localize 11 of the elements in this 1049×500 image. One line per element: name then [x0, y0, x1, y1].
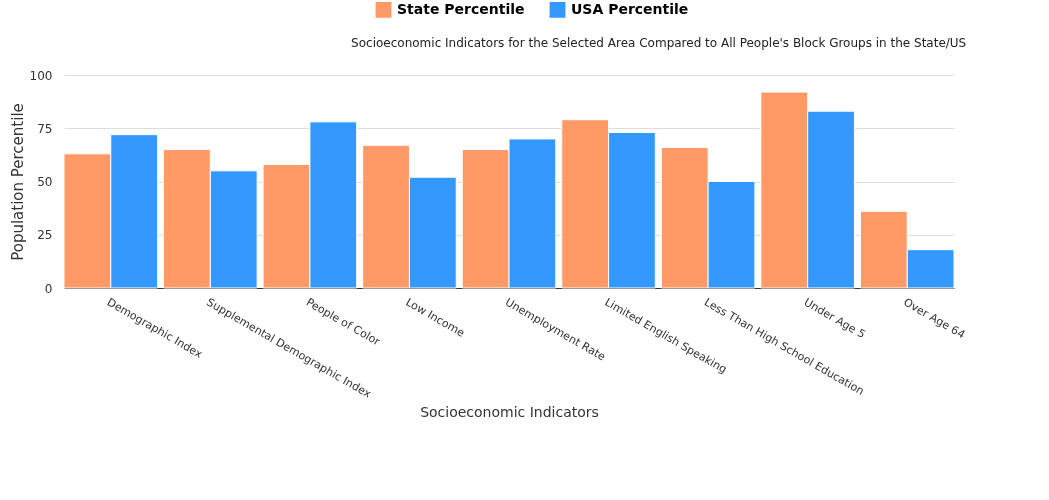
y-tick-label: 75 [37, 121, 53, 136]
y-axis-title: Population Percentile [8, 103, 27, 261]
y-tick-label: 50 [37, 175, 53, 189]
y-tick-label: 100 [29, 68, 53, 83]
legend-label: USA Percentile [571, 0, 689, 17]
legend-label: State Percentile [397, 0, 525, 17]
chart-title: Socioeconomic Indicators for the Selected Area Compared to All People's Block Groups in the State/US [351, 36, 967, 50]
y-tick-label: 0 [44, 281, 53, 296]
x-tick-label: Over Age 64 [901, 295, 968, 342]
x-axis-title: Socioeconomic Indicators [420, 403, 599, 420]
y-tick-label: 25 [37, 228, 53, 243]
